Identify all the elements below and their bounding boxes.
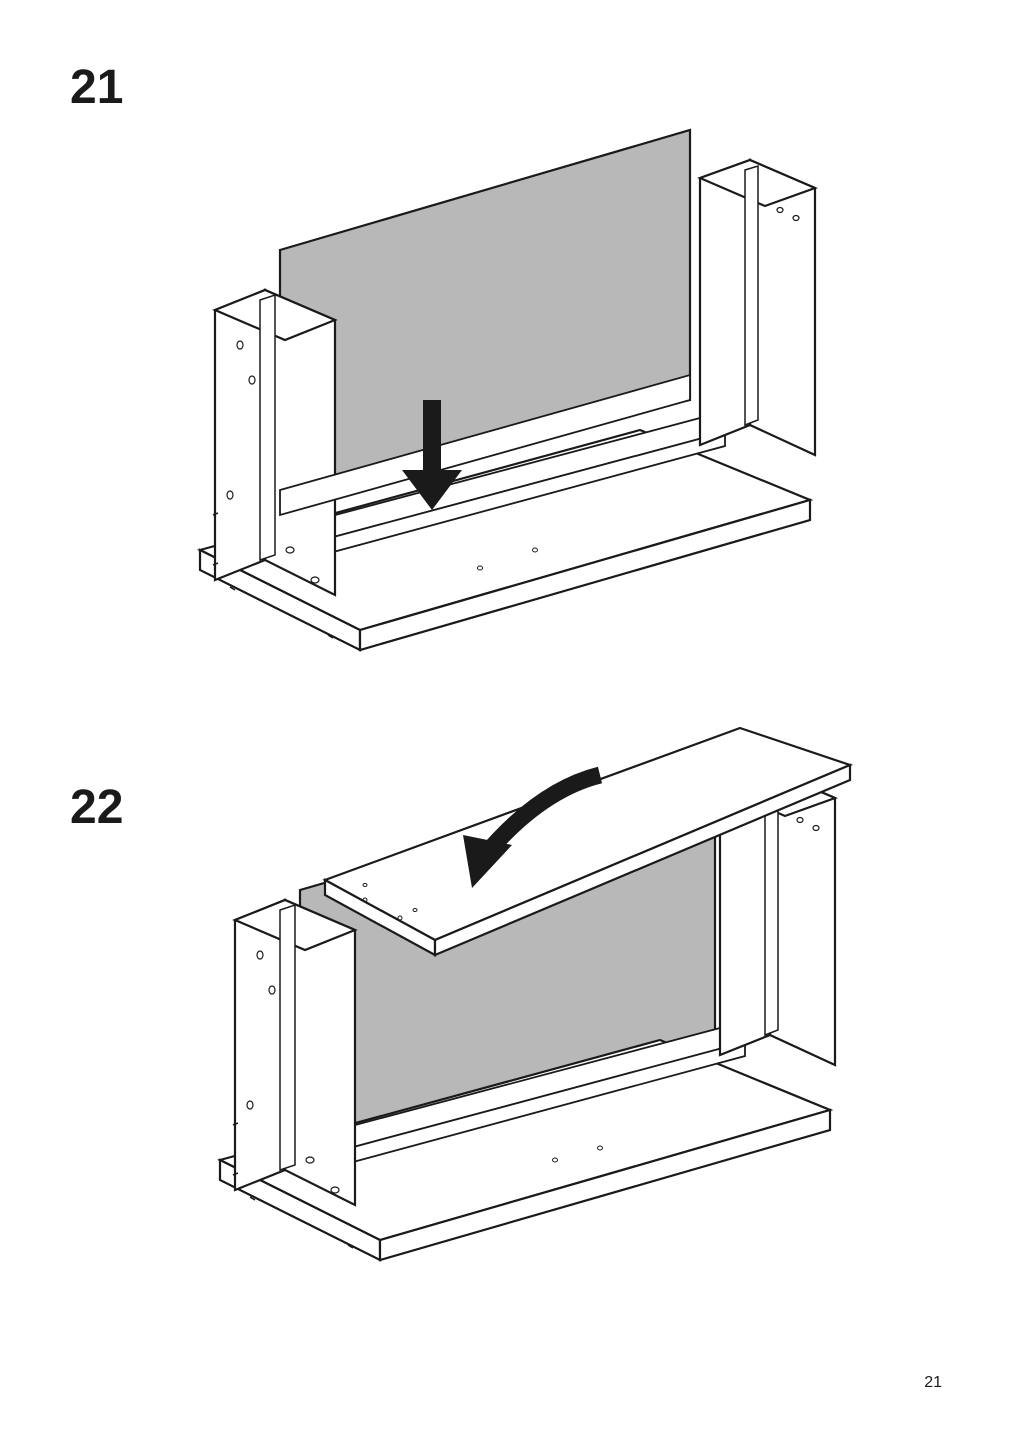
assembly-diagram-step-21 — [160, 120, 860, 680]
page-number-footer: 21 — [924, 1374, 942, 1392]
assembly-diagram-step-22 — [170, 720, 870, 1280]
diagram-svg-21 — [160, 120, 860, 680]
instruction-page: 21 — [0, 0, 1012, 1432]
step-number-21: 21 — [70, 60, 123, 115]
diagram-svg-22 — [170, 720, 870, 1280]
step-number-22: 22 — [70, 780, 123, 835]
